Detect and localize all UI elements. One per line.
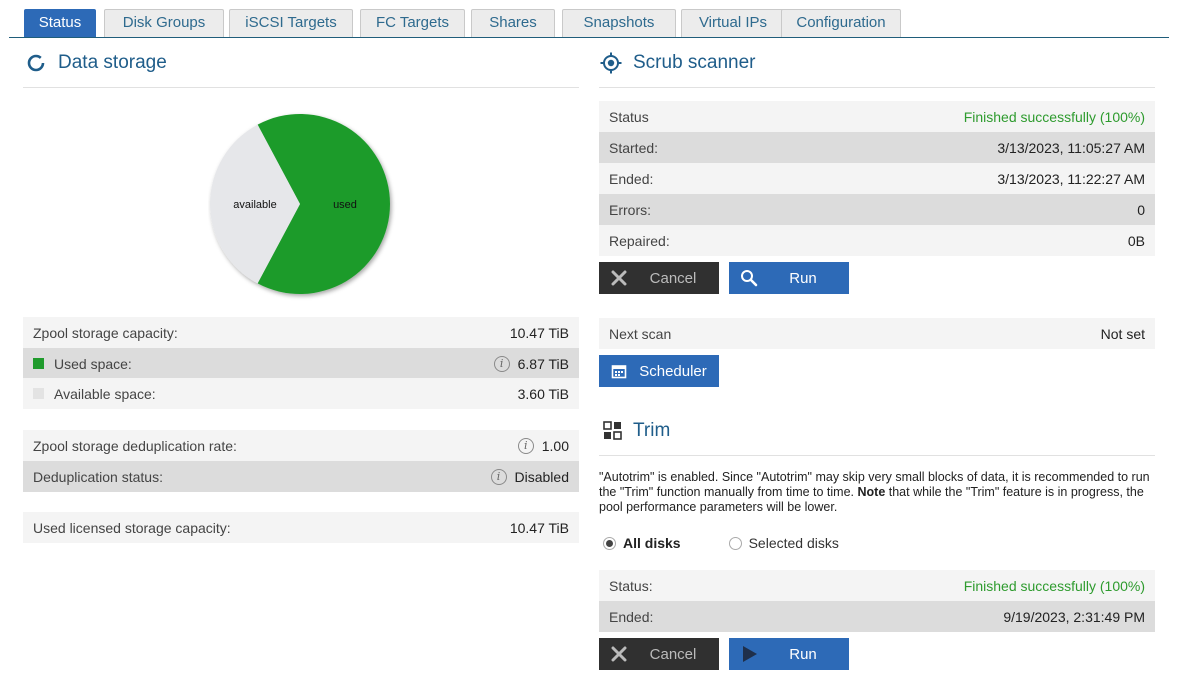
capacity-label: Zpool storage capacity: [33,324,178,341]
trim-description-part-b: that while the "Trim" feature is in prog… [599,485,1144,514]
scrub-scanner-title: Scrub scanner [600,52,756,74]
used-space-label: Used space: [54,355,132,372]
pie-label-available: available [233,199,276,211]
used-space-row: Used space: i 6.87 TiB [23,348,579,379]
next-scan-label: Next scan [609,325,672,342]
scheduler-button[interactable]: Scheduler [599,355,719,387]
calendar-icon [599,363,639,379]
trim-ended-label: Ended: [609,608,654,625]
divider [599,455,1155,456]
scrub-ended-label: Ended: [609,170,654,187]
next-scan-row: Next scan Not set [599,318,1155,349]
licensed-capacity-row: Used licensed storage capacity: 10.47 Ti… [23,512,579,543]
tab-shares[interactable]: Shares [471,9,555,37]
scrub-started-value: 3/13/2023, 11:05:27 AM [997,139,1145,156]
info-icon[interactable]: i [493,355,510,372]
capacity-row: Zpool storage capacity: 10.47 TiB [23,317,579,348]
play-icon [729,645,769,663]
radio-all-disks-label: All disks [623,535,681,551]
dedup-status-row: Deduplication status: i Disabled [23,461,579,492]
scrub-repaired-value: 0B [1127,232,1145,249]
used-space-value: 6.87 TiB [517,355,569,372]
data-storage-title-text: Data storage [58,52,167,73]
scrub-ended-value: 3/13/2023, 11:22:27 AM [997,170,1145,187]
trim-description: "Autotrim" is enabled. Since "Autotrim" … [599,470,1159,515]
scrub-ended-row: Ended: 3/13/2023, 11:22:27 AM [599,163,1155,194]
info-icon[interactable]: i [517,437,534,454]
licensed-capacity-label: Used licensed storage capacity: [33,519,231,536]
trim-status-value: Finished successfully (100%) [963,577,1145,594]
pie-label-used: used [333,199,357,211]
capacity-value: 10.47 TiB [509,324,569,341]
dedup-status-label: Deduplication status: [33,468,163,485]
scrub-status-label: Status [609,108,649,125]
scrub-repaired-row: Repaired: 0B [599,225,1155,256]
data-storage-title: Data storage [25,52,167,74]
tab-snapshots[interactable]: Snapshots [562,9,676,37]
radio-unchecked-icon [728,536,742,550]
scrub-status-row: Status Finished successfully (100%) [599,101,1155,132]
tab-fc-targets[interactable]: FC Targets [360,9,465,37]
dedup-rate-value: 1.00 [541,437,569,454]
scrub-errors-label: Errors: [609,201,651,218]
donut-chart-icon [25,52,47,74]
radio-selected-disks[interactable]: Selected disks [728,535,839,551]
dedup-status-value: Disabled [514,468,569,485]
trim-ended-value: 9/19/2023, 2:31:49 PM [1003,608,1145,625]
dedup-rate-label: Zpool storage deduplication rate: [33,437,237,454]
available-legend-swatch [33,388,44,399]
available-space-label: Available space: [54,385,156,402]
info-icon[interactable]: i [490,468,507,485]
tab-status[interactable]: Status [24,9,96,37]
scrub-errors-value: 0 [1137,201,1145,218]
trim-status-label: Status: [609,577,653,594]
tab-disk-groups[interactable]: Disk Groups [104,9,224,37]
scrub-run-button[interactable]: Run [729,262,849,294]
tab-virtual-ips[interactable]: Virtual IPs [681,9,785,37]
pie-slice-used [257,113,390,294]
licensed-capacity-value: 10.47 TiB [509,519,569,536]
used-legend-swatch [33,358,44,369]
grid-icon [602,420,624,442]
tab-iscsi-targets[interactable]: iSCSI Targets [229,9,353,37]
pie-slice-available [210,124,300,284]
divider [23,87,579,88]
next-scan-value: Not set [1100,325,1145,342]
trim-title: Trim [602,420,670,442]
scrub-scanner-title-text: Scrub scanner [633,52,756,73]
radio-selected-disks-label: Selected disks [748,535,839,551]
divider [599,87,1155,88]
trim-disk-selection: All disks Selected disks [603,535,839,551]
tab-configuration[interactable]: Configuration [781,9,901,37]
trim-ended-row: Ended: 9/19/2023, 2:31:49 PM [599,601,1155,632]
available-space-row: Available space: 3.60 TiB [23,378,579,409]
trim-title-text: Trim [633,420,671,441]
close-icon [599,270,639,286]
tab-bar: Status Disk Groups iSCSI Targets FC Targ… [9,9,1169,38]
scrub-started-row: Started: 3/13/2023, 11:05:27 AM [599,132,1155,163]
trim-run-button[interactable]: Run [729,638,849,670]
scrub-started-label: Started: [609,139,659,156]
trim-description-part-a: "Autotrim" is enabled. Since "Autotrim" … [599,470,1150,499]
radio-checked-icon [603,536,616,550]
trim-cancel-button[interactable]: Cancel [599,638,719,670]
scrub-cancel-button[interactable]: Cancel [599,262,719,294]
scrub-repaired-label: Repaired: [609,232,670,249]
dedup-rate-row: Zpool storage deduplication rate: i 1.00 [23,430,579,461]
radio-all-disks[interactable]: All disks [603,535,681,551]
trim-status-row: Status: Finished successfully (100%) [599,570,1155,601]
trim-description-note: Note [857,485,886,499]
target-icon [600,52,622,74]
scrub-status-value: Finished successfully (100%) [963,108,1145,125]
search-icon [729,269,769,287]
close-icon [599,646,639,662]
scrub-errors-row: Errors: 0 [599,194,1155,225]
available-space-value: 3.60 TiB [517,385,569,402]
storage-pie-chart: used available [208,112,398,302]
